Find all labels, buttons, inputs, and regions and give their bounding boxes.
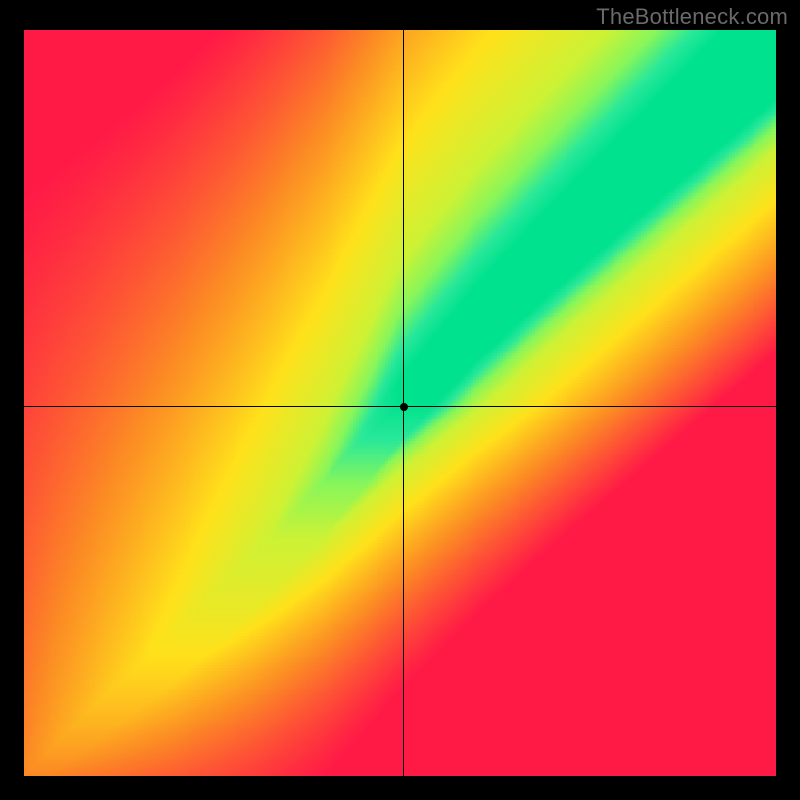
chart-container: TheBottleneck.com	[0, 0, 800, 800]
crosshair-marker-dot	[400, 403, 408, 411]
watermark-text: TheBottleneck.com	[596, 4, 788, 30]
